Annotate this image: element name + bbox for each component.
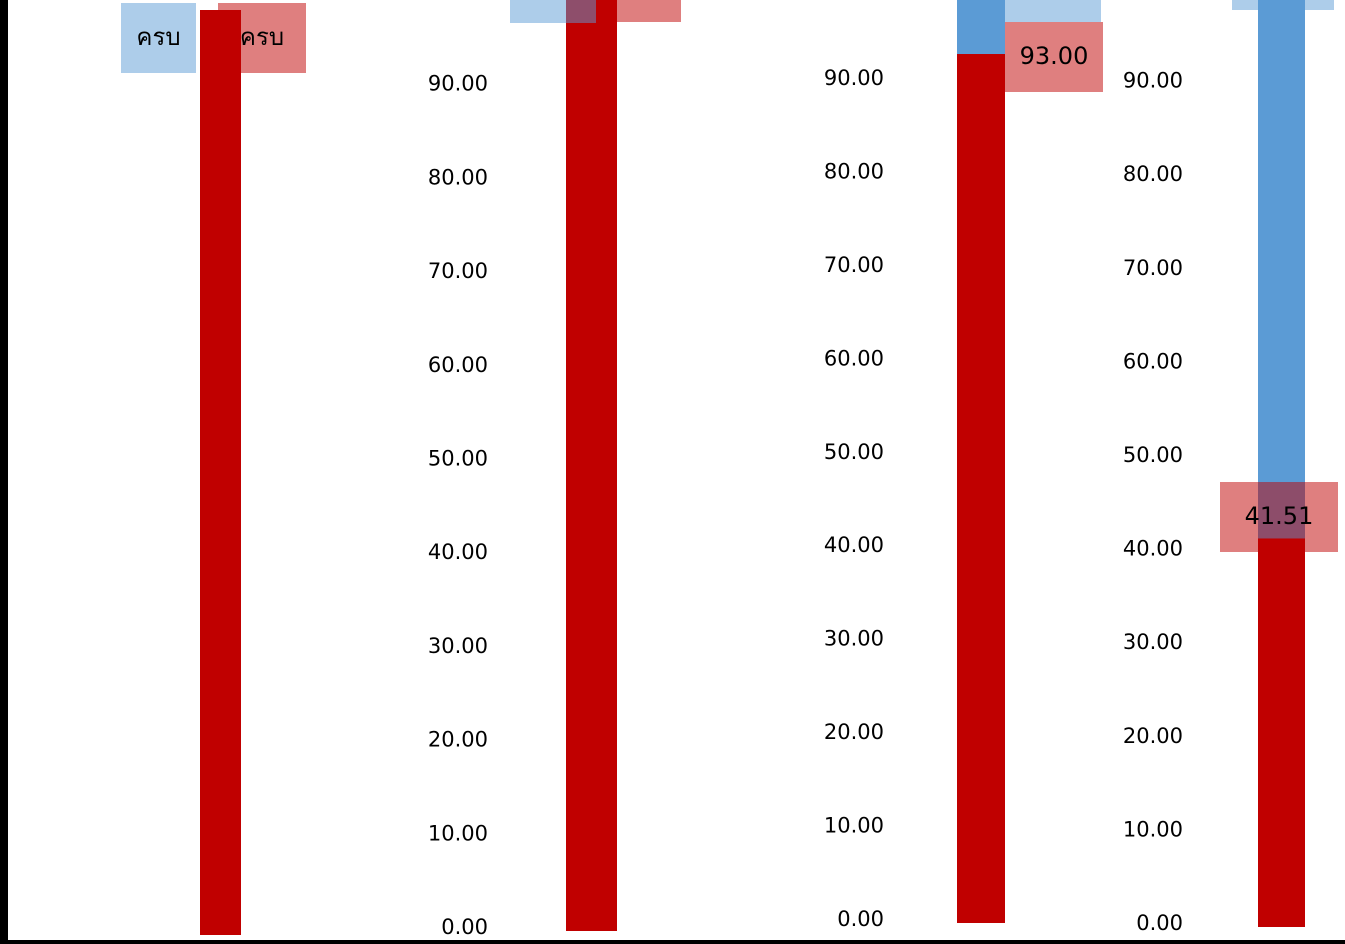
bar xyxy=(957,54,1005,924)
y-tick-label: 40.00 xyxy=(824,533,884,557)
y-tick-label: 20.00 xyxy=(1123,724,1183,748)
y-tick-label: 80.00 xyxy=(428,165,488,189)
value-label: 41.51 xyxy=(1245,502,1314,530)
chart: 0.00 10.00 20.00 30.00 40.00 50.00 60.00 70.00 8… xyxy=(1123,0,1338,935)
label-box xyxy=(596,0,681,22)
y-tick-label: 90.00 xyxy=(824,66,884,90)
chart: 0.00 10.00 20.00 30.00 40.00 50.00 60.00 70.00 8… xyxy=(824,0,1103,931)
label-box xyxy=(1220,482,1338,552)
y-tick-label: 0.00 xyxy=(441,915,488,939)
y-tick-label: 70.00 xyxy=(428,259,488,283)
y-tick-label: 10.00 xyxy=(824,814,884,838)
value-label: ครบ xyxy=(240,23,284,51)
y-tick-label: 60.00 xyxy=(824,346,884,370)
y-tick-label: 100.00 xyxy=(415,0,488,2)
y-tick-label: 80.00 xyxy=(824,159,884,183)
y-tick-label: 30.00 xyxy=(1123,630,1183,654)
y-tick-label: 80.00 xyxy=(1123,162,1183,186)
y-tick-label: 60.00 xyxy=(428,353,488,377)
value-label: ครบ xyxy=(136,23,180,51)
y-tick-label: 40.00 xyxy=(428,540,488,564)
y-tick-label: 90.00 xyxy=(428,72,488,96)
charts: ครบ ครบ 0.00 10.00 20.00 30.00 40.00 50.00 60.00… xyxy=(121,0,1338,939)
label-box xyxy=(510,0,596,23)
label-box xyxy=(218,3,306,73)
label-box xyxy=(1232,0,1334,10)
y-tick-label: 50.00 xyxy=(1123,443,1183,467)
chart: 0.00 10.00 20.00 30.00 40.00 50.00 60.00 70.00 8… xyxy=(415,0,681,939)
y-tick-label: 70.00 xyxy=(1123,256,1183,280)
left-border xyxy=(0,0,8,944)
y-tick-label: 90.00 xyxy=(1123,69,1183,93)
bar xyxy=(566,0,617,931)
label-box xyxy=(1005,0,1101,22)
y-tick-label: 10.00 xyxy=(428,821,488,845)
bar xyxy=(200,10,241,935)
y-tick-label: 20.00 xyxy=(824,720,884,744)
y-tick-label: 70.00 xyxy=(824,253,884,277)
y-tick-label: 30.00 xyxy=(428,634,488,658)
y-tick-label: 0.00 xyxy=(1136,911,1183,935)
label-box xyxy=(1005,22,1103,92)
y-tick-label: 50.00 xyxy=(824,440,884,464)
y-tick-label: 30.00 xyxy=(824,627,884,651)
chart: ครบ ครบ xyxy=(121,3,306,935)
y-tick-label: 40.00 xyxy=(1123,537,1183,561)
y-tick-label: 50.00 xyxy=(428,447,488,471)
bottom-border xyxy=(0,940,1345,944)
y-tick-label: 20.00 xyxy=(428,728,488,752)
y-tick-label: 0.00 xyxy=(837,907,884,931)
label-box xyxy=(121,3,196,73)
value-label: 93.00 xyxy=(1020,42,1089,70)
y-tick-label: 60.00 xyxy=(1123,349,1183,373)
y-tick-label: 10.00 xyxy=(1123,817,1183,841)
bar xyxy=(1258,538,1305,927)
